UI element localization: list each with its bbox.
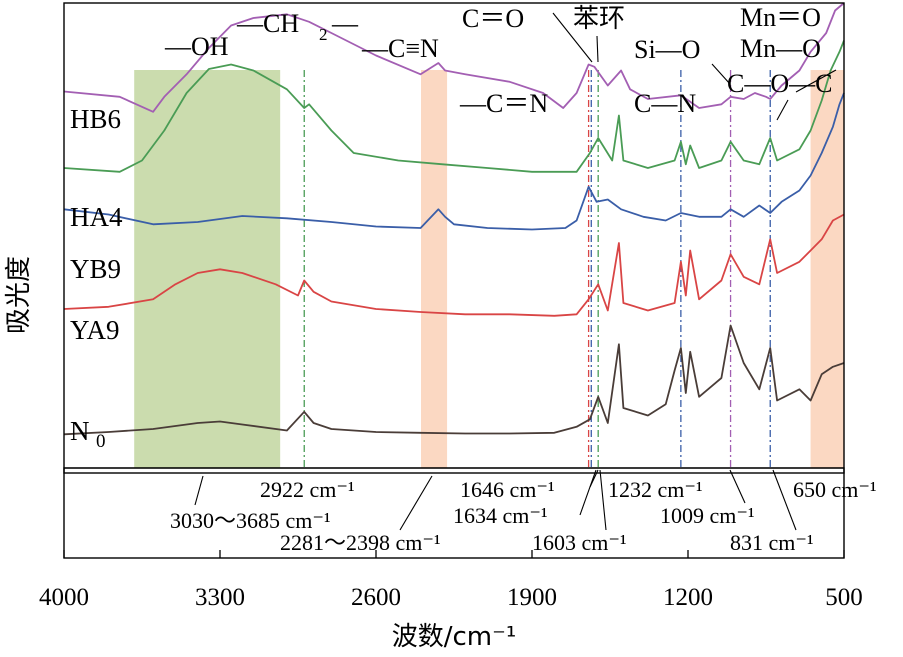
group-label-4: C＝O <box>462 4 524 33</box>
wavenumber-label-7: 1009 cm⁻¹ <box>660 503 755 528</box>
wavenumber-label-2: 2281～2398 cm⁻¹ <box>280 530 441 555</box>
x-tick-label-3300: 3300 <box>195 584 245 611</box>
series-label-YB9: YB9 <box>70 254 121 284</box>
group-leader-line-0 <box>552 12 593 63</box>
series-labels: HB6 HA4 YB9 YA9 N 0 <box>70 104 123 452</box>
axis-titles: 波数/cm⁻¹ 吸光度 <box>4 256 516 652</box>
plot-area-border <box>63 2 845 474</box>
wavenumber-label-6: 1232 cm⁻¹ <box>608 477 703 502</box>
wavenumber-label-0: 3030～3685 cm⁻¹ <box>170 508 331 533</box>
wavenumber-leader-line-8 <box>772 469 797 531</box>
group-leader-line-2 <box>711 63 731 85</box>
spectra-series <box>63 2 845 436</box>
group-label-0: —OH <box>164 32 229 61</box>
group-label-5: 苯环 <box>573 4 625 33</box>
group-label-9: Mn—O <box>740 34 821 63</box>
wavenumber-leader-line-7 <box>729 469 746 504</box>
series-line-N0 <box>63 324 845 436</box>
wavenumber-label-1: 2922 cm⁻¹ <box>260 477 355 502</box>
functional-group-labels: —OH—CH —C≡N —C＝N C＝O 苯环 Si—O C—N Mn＝OMn—O C—O—C 2… <box>164 3 837 121</box>
y-axis-title: 吸光度 <box>4 256 34 334</box>
group-leader-line-4 <box>795 69 837 93</box>
series-line-YB9 <box>63 92 845 231</box>
group-label-1: —CH <box>236 9 299 38</box>
x-axis-ticks: 4000 3300 2600 1900 1200 500 <box>39 550 863 611</box>
x-tick-label-2600: 2600 <box>351 584 401 611</box>
reference-lines <box>303 70 771 468</box>
group-leader-line-1 <box>596 35 599 63</box>
highlight-bands <box>134 70 844 468</box>
highlight-band-1 <box>421 70 448 468</box>
series-line-YA9 <box>63 213 845 317</box>
series-label-subscript: 0 <box>96 431 106 452</box>
ch2-tail: — <box>331 9 359 38</box>
series-line-HB6 <box>63 2 845 113</box>
x-tick-label-1200: 1200 <box>663 584 713 611</box>
wavenumber-label-3: 1646 cm⁻¹ <box>460 477 555 502</box>
wavenumber-label-9: 650 cm⁻¹ <box>793 477 877 502</box>
series-line-HA4 <box>63 40 845 173</box>
x-tick-label-4000: 4000 <box>39 584 89 611</box>
wavenumber-label-5: 1603 cm⁻¹ <box>532 530 627 555</box>
x-tick-label-500: 500 <box>825 584 863 611</box>
series-label-HA4: HA4 <box>70 202 123 232</box>
group-label-10: C—O—C <box>727 69 832 98</box>
wavenumber-label-8: 831 cm⁻¹ <box>730 530 814 555</box>
group-label-3: —C＝N <box>459 89 548 118</box>
wavenumber-leader-line-4 <box>579 469 597 516</box>
x-axis-title: 波数/cm⁻¹ <box>392 622 517 652</box>
group-label-8: Mn＝O <box>740 3 821 32</box>
ch2-subscript: 2 <box>319 25 328 44</box>
x-axis-box <box>63 467 845 559</box>
wavenumber-labels: 3030～3685 cm⁻¹ 2922 cm⁻¹ 2281～2398 cm⁻¹ 164… <box>170 469 877 555</box>
x-tick-label-1900: 1900 <box>507 584 557 611</box>
series-label-N0: N <box>70 416 90 446</box>
group-label-7: C—N <box>634 89 696 118</box>
group-leader-line-3 <box>776 99 789 121</box>
group-label-6: Si—O <box>634 35 700 64</box>
wavenumber-leader-line-5 <box>599 469 607 531</box>
highlight-band-0 <box>134 70 281 468</box>
wavenumber-leader-line-2 <box>399 475 433 531</box>
wavenumber-label-4: 1634 cm⁻¹ <box>453 503 548 528</box>
series-label-HB6: HB6 <box>70 104 121 134</box>
highlight-band-2 <box>810 70 844 468</box>
group-label-2: —C≡N <box>361 34 439 63</box>
series-label-YA9: YA9 <box>70 315 120 345</box>
wavenumber-leader-line-0 <box>194 475 204 506</box>
plot-frame <box>63 2 845 559</box>
